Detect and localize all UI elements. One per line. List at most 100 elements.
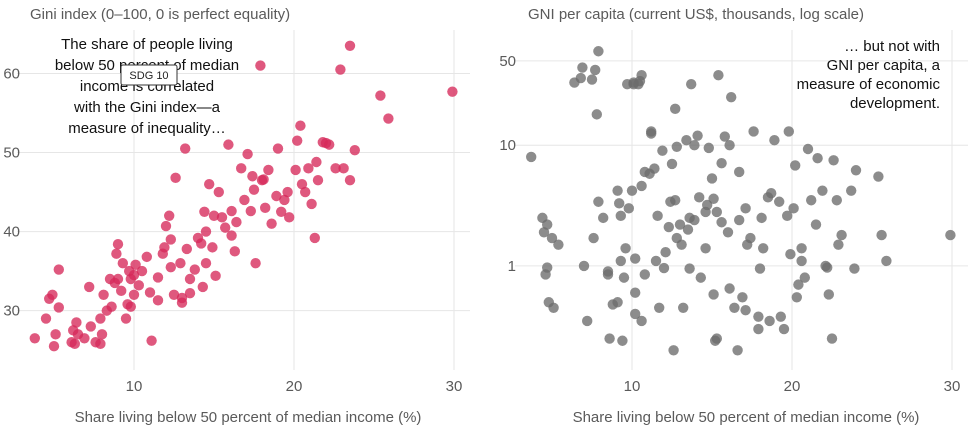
data-point — [614, 198, 625, 209]
data-point — [745, 232, 756, 244]
data-point — [876, 229, 887, 241]
data-point — [239, 194, 250, 206]
data-point — [873, 171, 884, 182]
x-tick-label: 20 — [784, 378, 801, 395]
data-point — [668, 345, 679, 356]
data-point — [284, 212, 295, 223]
data-point — [593, 196, 604, 207]
data-point — [620, 243, 631, 254]
data-point — [799, 272, 810, 283]
data-point — [670, 103, 681, 115]
data-point — [639, 269, 650, 280]
data-point — [447, 86, 458, 97]
data-point — [724, 139, 735, 151]
data-point — [810, 219, 822, 230]
data-point — [204, 178, 215, 190]
data-point — [40, 313, 52, 324]
data-point — [95, 338, 106, 350]
x-tick-label: 10 — [624, 378, 641, 395]
data-point — [112, 273, 124, 285]
data-point — [106, 301, 117, 312]
data-point — [152, 272, 164, 283]
data-point — [111, 248, 122, 259]
data-point — [796, 255, 807, 267]
data-point — [200, 257, 212, 269]
y-tick-label: 30 — [3, 303, 20, 320]
data-point — [748, 126, 759, 137]
data-point — [220, 222, 231, 233]
data-point — [117, 257, 128, 269]
data-point — [526, 151, 537, 163]
data-point — [290, 164, 301, 176]
data-point — [754, 263, 766, 274]
data-point — [663, 221, 674, 233]
data-point — [229, 246, 240, 257]
data-point — [69, 338, 81, 350]
data-point — [176, 292, 188, 304]
data-point — [276, 206, 287, 218]
data-point — [602, 266, 614, 277]
data-point — [160, 220, 172, 232]
data-point — [630, 287, 641, 298]
data-point — [189, 264, 200, 275]
data-point — [184, 288, 196, 299]
data-point — [823, 289, 834, 300]
data-point — [586, 74, 598, 85]
data-point — [128, 269, 140, 281]
data-point — [157, 248, 168, 259]
data-point — [822, 262, 833, 273]
data-point — [654, 302, 665, 313]
data-point — [686, 79, 697, 90]
y-tick-label: 60 — [3, 65, 20, 82]
chart-title: GNI per capita (current US$, thousands, … — [528, 6, 864, 23]
data-point — [144, 287, 156, 298]
data-point — [48, 340, 60, 352]
annotation-line: measure of economic — [797, 76, 941, 93]
data-point — [165, 261, 176, 273]
data-point — [263, 164, 274, 176]
y-tick-label: 50 — [499, 53, 516, 70]
data-point — [120, 313, 132, 324]
data-point — [282, 186, 293, 198]
data-point — [335, 64, 346, 75]
data-point — [769, 135, 780, 146]
x-tick-label: 10 — [126, 378, 143, 395]
data-point — [684, 263, 695, 274]
data-point — [245, 205, 256, 217]
data-point — [726, 91, 737, 103]
x-tick-label: 30 — [446, 378, 463, 395]
data-point — [756, 212, 767, 224]
annotation-line: income is correlated — [80, 78, 214, 95]
data-point — [181, 243, 192, 255]
data-point — [590, 64, 601, 76]
data-point — [207, 242, 218, 253]
data-point — [311, 156, 322, 168]
data-point — [674, 219, 686, 230]
data-point — [548, 302, 559, 313]
data-point — [53, 264, 64, 275]
data-point — [231, 216, 242, 228]
data-point — [577, 62, 588, 73]
annotation-line: development. — [850, 95, 940, 112]
data-point — [806, 195, 817, 206]
data-point — [657, 145, 668, 156]
data-point — [766, 188, 777, 199]
data-point — [236, 163, 247, 174]
data-point — [130, 259, 141, 270]
data-point — [836, 229, 847, 241]
annotation-line: GNI per capita, a — [827, 57, 941, 74]
data-point — [197, 281, 208, 293]
data-point — [671, 141, 682, 152]
data-point — [591, 109, 602, 120]
data-point — [630, 253, 641, 264]
data-point — [778, 323, 790, 335]
data-point — [47, 289, 58, 301]
data-point — [338, 163, 349, 174]
data-point — [546, 232, 558, 244]
data-point — [636, 315, 647, 327]
data-point — [849, 263, 860, 274]
y-tick-label: 1 — [508, 258, 516, 275]
data-point — [764, 315, 775, 327]
data-point — [146, 335, 157, 346]
